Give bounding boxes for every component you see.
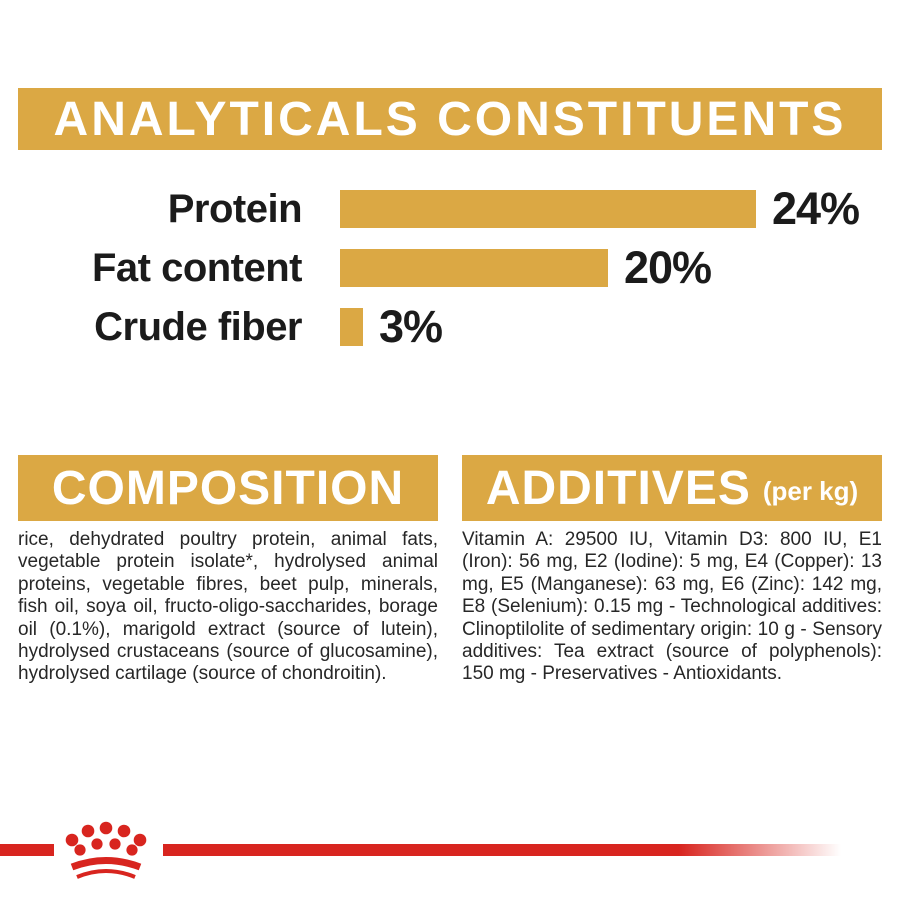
royal-canin-crown-logo-icon <box>65 821 147 879</box>
composition-header: COMPOSITION <box>18 455 438 521</box>
chart-row: Crude fiber 3% <box>18 301 882 352</box>
chart-row: Protein 24% <box>18 183 882 234</box>
crown-dot <box>91 838 103 850</box>
analyticals-title: ANALYTICALS CONSTITUENTS <box>53 92 847 146</box>
analyticals-header: ANALYTICALS CONSTITUENTS <box>18 88 882 150</box>
composition-title: COMPOSITION <box>51 461 405 515</box>
footer-red-line-left <box>0 844 54 856</box>
chart-value-label: 20% <box>624 242 712 293</box>
chart-row: Fat content 20% <box>18 242 882 293</box>
chart-value-label: 24% <box>772 183 860 234</box>
analyticals-chart: Protein 24% Fat content 20% Crude fiber 3% <box>18 183 882 367</box>
crown-dot <box>74 844 86 856</box>
crown-dot <box>133 833 147 847</box>
additives-text: Vitamin A: 29500 IU, Vitamin D3: 800 IU,… <box>462 529 882 685</box>
chart-bar <box>340 190 756 228</box>
composition-text: rice, dehydrated poultry protein, animal… <box>18 529 438 685</box>
chart-bar <box>340 249 608 287</box>
crown-dot <box>99 821 113 835</box>
additives-title: ADDITIVES <box>485 461 751 515</box>
additives-header: ADDITIVES (per kg) <box>462 455 882 521</box>
crown-dot <box>126 844 138 856</box>
chart-category-label: Fat content <box>91 245 303 290</box>
crown-dot <box>117 824 131 838</box>
chart-category-label: Protein <box>167 186 303 231</box>
footer-red-line-right <box>163 844 900 856</box>
chart-category-label: Crude fiber <box>94 304 302 349</box>
crown-arc-thick <box>70 857 142 871</box>
crown-dot <box>65 833 79 847</box>
additives-title-suffix: (per kg) <box>762 475 859 506</box>
crown-dot <box>109 838 121 850</box>
chart-bar <box>340 308 363 346</box>
chart-value-label: 3% <box>379 301 443 352</box>
crown-arc-thin <box>76 869 136 879</box>
crown-dot <box>81 824 95 838</box>
crown-dots <box>65 821 147 856</box>
